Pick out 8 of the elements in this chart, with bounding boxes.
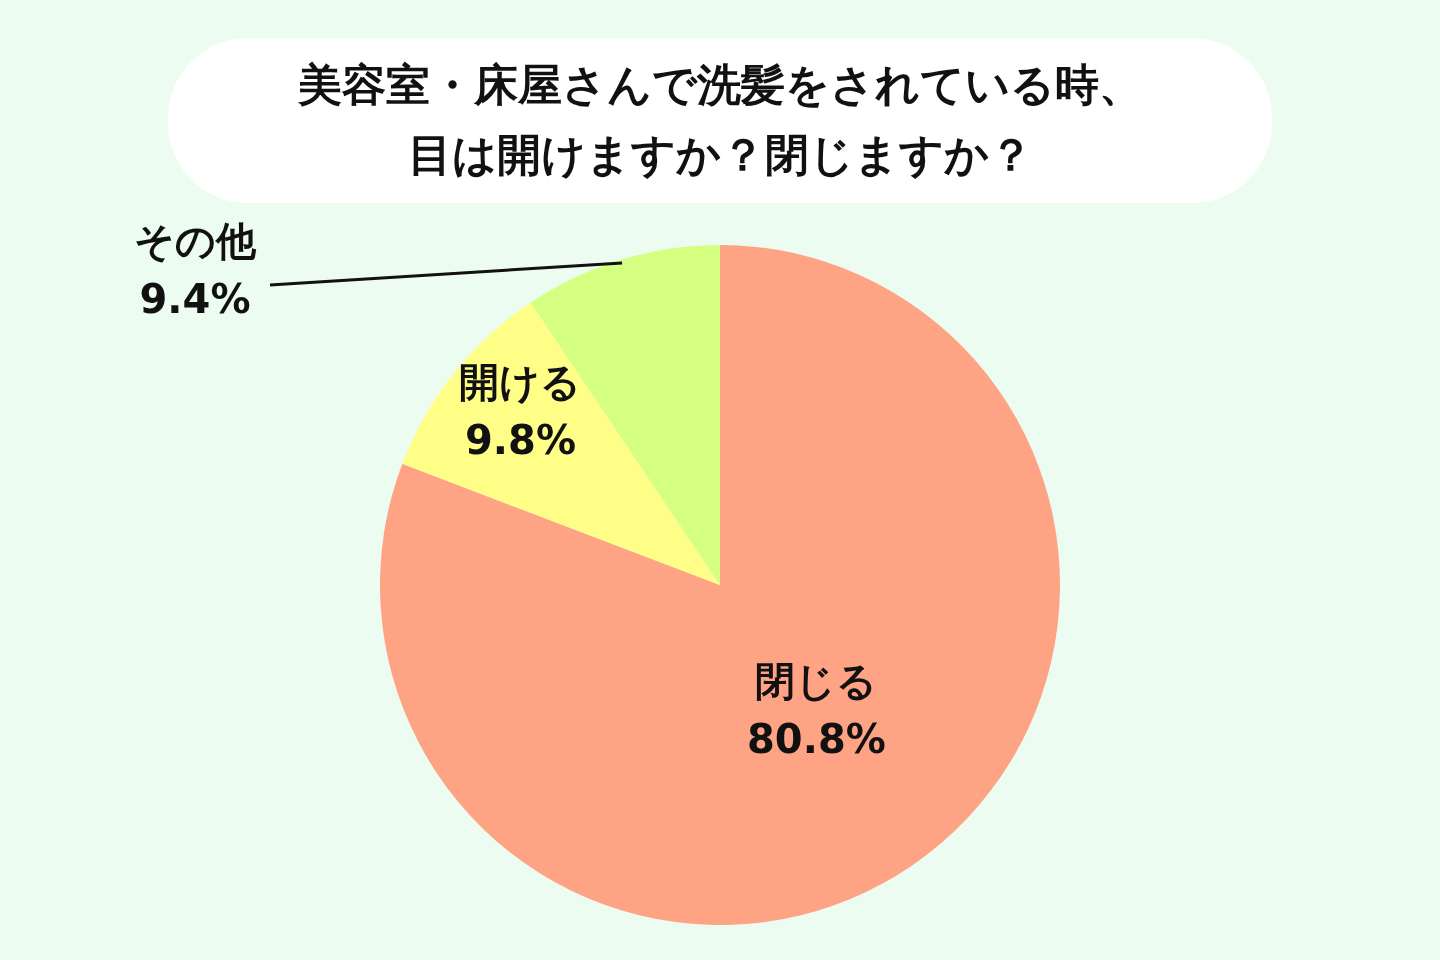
data-label: 9.8% [465,417,576,464]
slice-label: 閉じる [755,658,878,704]
data-label: 9.4% [139,276,251,322]
chart-title: 美容室・床屋さんで洗髪をされている時、目は開けますか？閉じますか？ [296,59,1143,180]
pie-slice [380,245,1060,925]
slice-label: 開ける [459,359,582,406]
slice-label: その他 [134,218,257,264]
data-label: 80.8% [747,716,886,762]
